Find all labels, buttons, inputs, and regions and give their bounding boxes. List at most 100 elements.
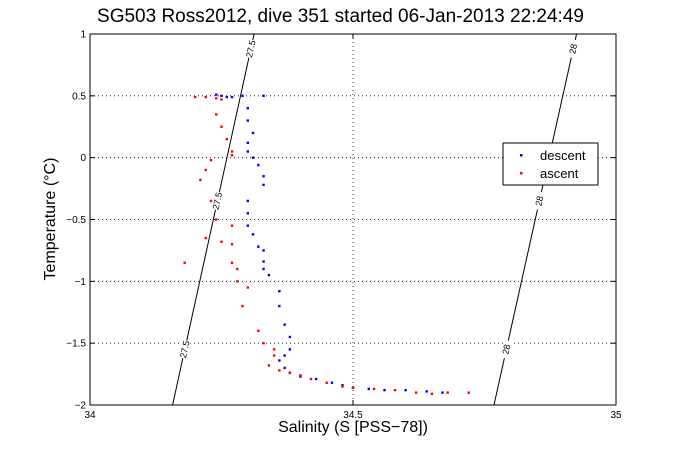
y-tick-label: −0.5 [66,215,86,226]
ascent-point [267,364,271,367]
ascent-point [299,374,302,377]
descent-point [262,267,265,271]
descent-point [383,388,386,392]
axis-ticks: 34 34.5 35 1 0.5 0 −0.5 −1 −1.5 −2 [66,30,622,422]
ascent-point [225,137,228,141]
x-tick-label: 35 [610,410,622,421]
descent-point [299,375,302,378]
legend-box [502,142,599,186]
descent-point [246,224,249,227]
ascent-point [220,98,223,101]
descent-point [246,119,249,122]
y-tick-label: −1.5 [66,339,86,350]
ascent-point [209,158,213,162]
legend-label-descent: descent [540,148,586,163]
ascent-point [209,199,213,203]
descent-point [230,95,234,99]
descent-point [241,94,244,98]
descent-point [246,212,249,215]
descent-point [267,273,271,277]
ascent-point [236,267,239,271]
descent-point [262,183,265,187]
ascent-point [183,261,186,264]
ascent-point [257,329,260,332]
isopycnal-label: 28 [567,43,579,55]
ascent-point [351,386,355,389]
ascent-point [309,377,313,381]
ascent-point [204,236,207,240]
y-axis-label: Temperature (°C) [42,158,59,281]
descent-point [404,388,407,392]
ascent-point [220,125,223,128]
data-points [183,93,470,396]
isopycnal-label-bg [567,39,580,59]
ascent-point [446,391,449,394]
x-tick-label: 34.5 [343,410,363,421]
isopycnal-label-bg [211,191,224,211]
ascent-point [241,304,244,308]
descent-point [330,381,334,384]
isopycnal-label: 28 [533,195,545,207]
ascent-point [341,385,344,388]
descent-point [314,377,318,381]
descent-point [278,290,281,293]
ascent-point [230,153,234,157]
isopycnal-label-bg [533,191,546,211]
chart-title: SG503 Ross2012, dive 351 started 06-Jan-… [97,6,584,27]
descent-point [220,94,223,98]
descent-point [283,323,286,326]
legend-marker-descent [520,154,523,157]
descent-point [288,335,292,339]
descent-point [246,107,249,110]
ascent-point [372,387,376,391]
descent-point [341,384,344,387]
density-contours: 27.5 27.5 27.5 28 28 28 [172,33,580,406]
descent-point [283,354,286,357]
descent-point [262,249,265,252]
isopycnal-label: 28 [500,343,512,355]
descent-point [257,245,260,248]
x-tick-label: 34 [84,410,96,421]
descent-point [367,387,370,391]
legend-label-ascent: ascent [540,166,579,181]
ascent-point [236,280,239,283]
ascent-point [220,240,223,243]
ascent-point [215,97,218,100]
ascent-point [325,381,328,384]
ascent-point [246,286,249,289]
descent-point [246,150,249,153]
ascent-point [230,261,234,264]
descent-point [425,390,428,393]
isopycnal-label: 27.5 [211,191,225,210]
ascent-point [278,369,281,372]
ascent-point [288,371,292,375]
descent-point [283,366,286,370]
legend: descent ascent [502,142,599,186]
y-tick-label: 0.5 [72,91,86,102]
isopycnal-label-bg [500,339,513,360]
descent-point [278,304,281,308]
ascent-point [230,150,234,153]
descent-point [288,348,292,351]
ascent-point [272,348,276,351]
y-tick-label: −1 [75,277,87,288]
descent-point [251,233,255,236]
ascent-point [204,168,207,172]
isopycnal-label: 27.5 [178,340,192,359]
descent-point [262,260,265,263]
ascent-point [393,388,397,392]
isopycnal-label-bg [178,339,191,359]
ascent-point [272,354,276,357]
ascent-point [430,392,434,396]
ascent-point [199,178,202,182]
descent-point [278,359,281,362]
descent-point [257,163,260,167]
legend-marker-ascent [520,172,523,175]
descent-point [441,391,444,394]
isopycnal-label: 27.5 [244,39,258,58]
ascent-point [215,113,218,116]
descent-point [225,95,228,99]
ascent-point [215,218,218,221]
ascent-point [262,341,265,345]
